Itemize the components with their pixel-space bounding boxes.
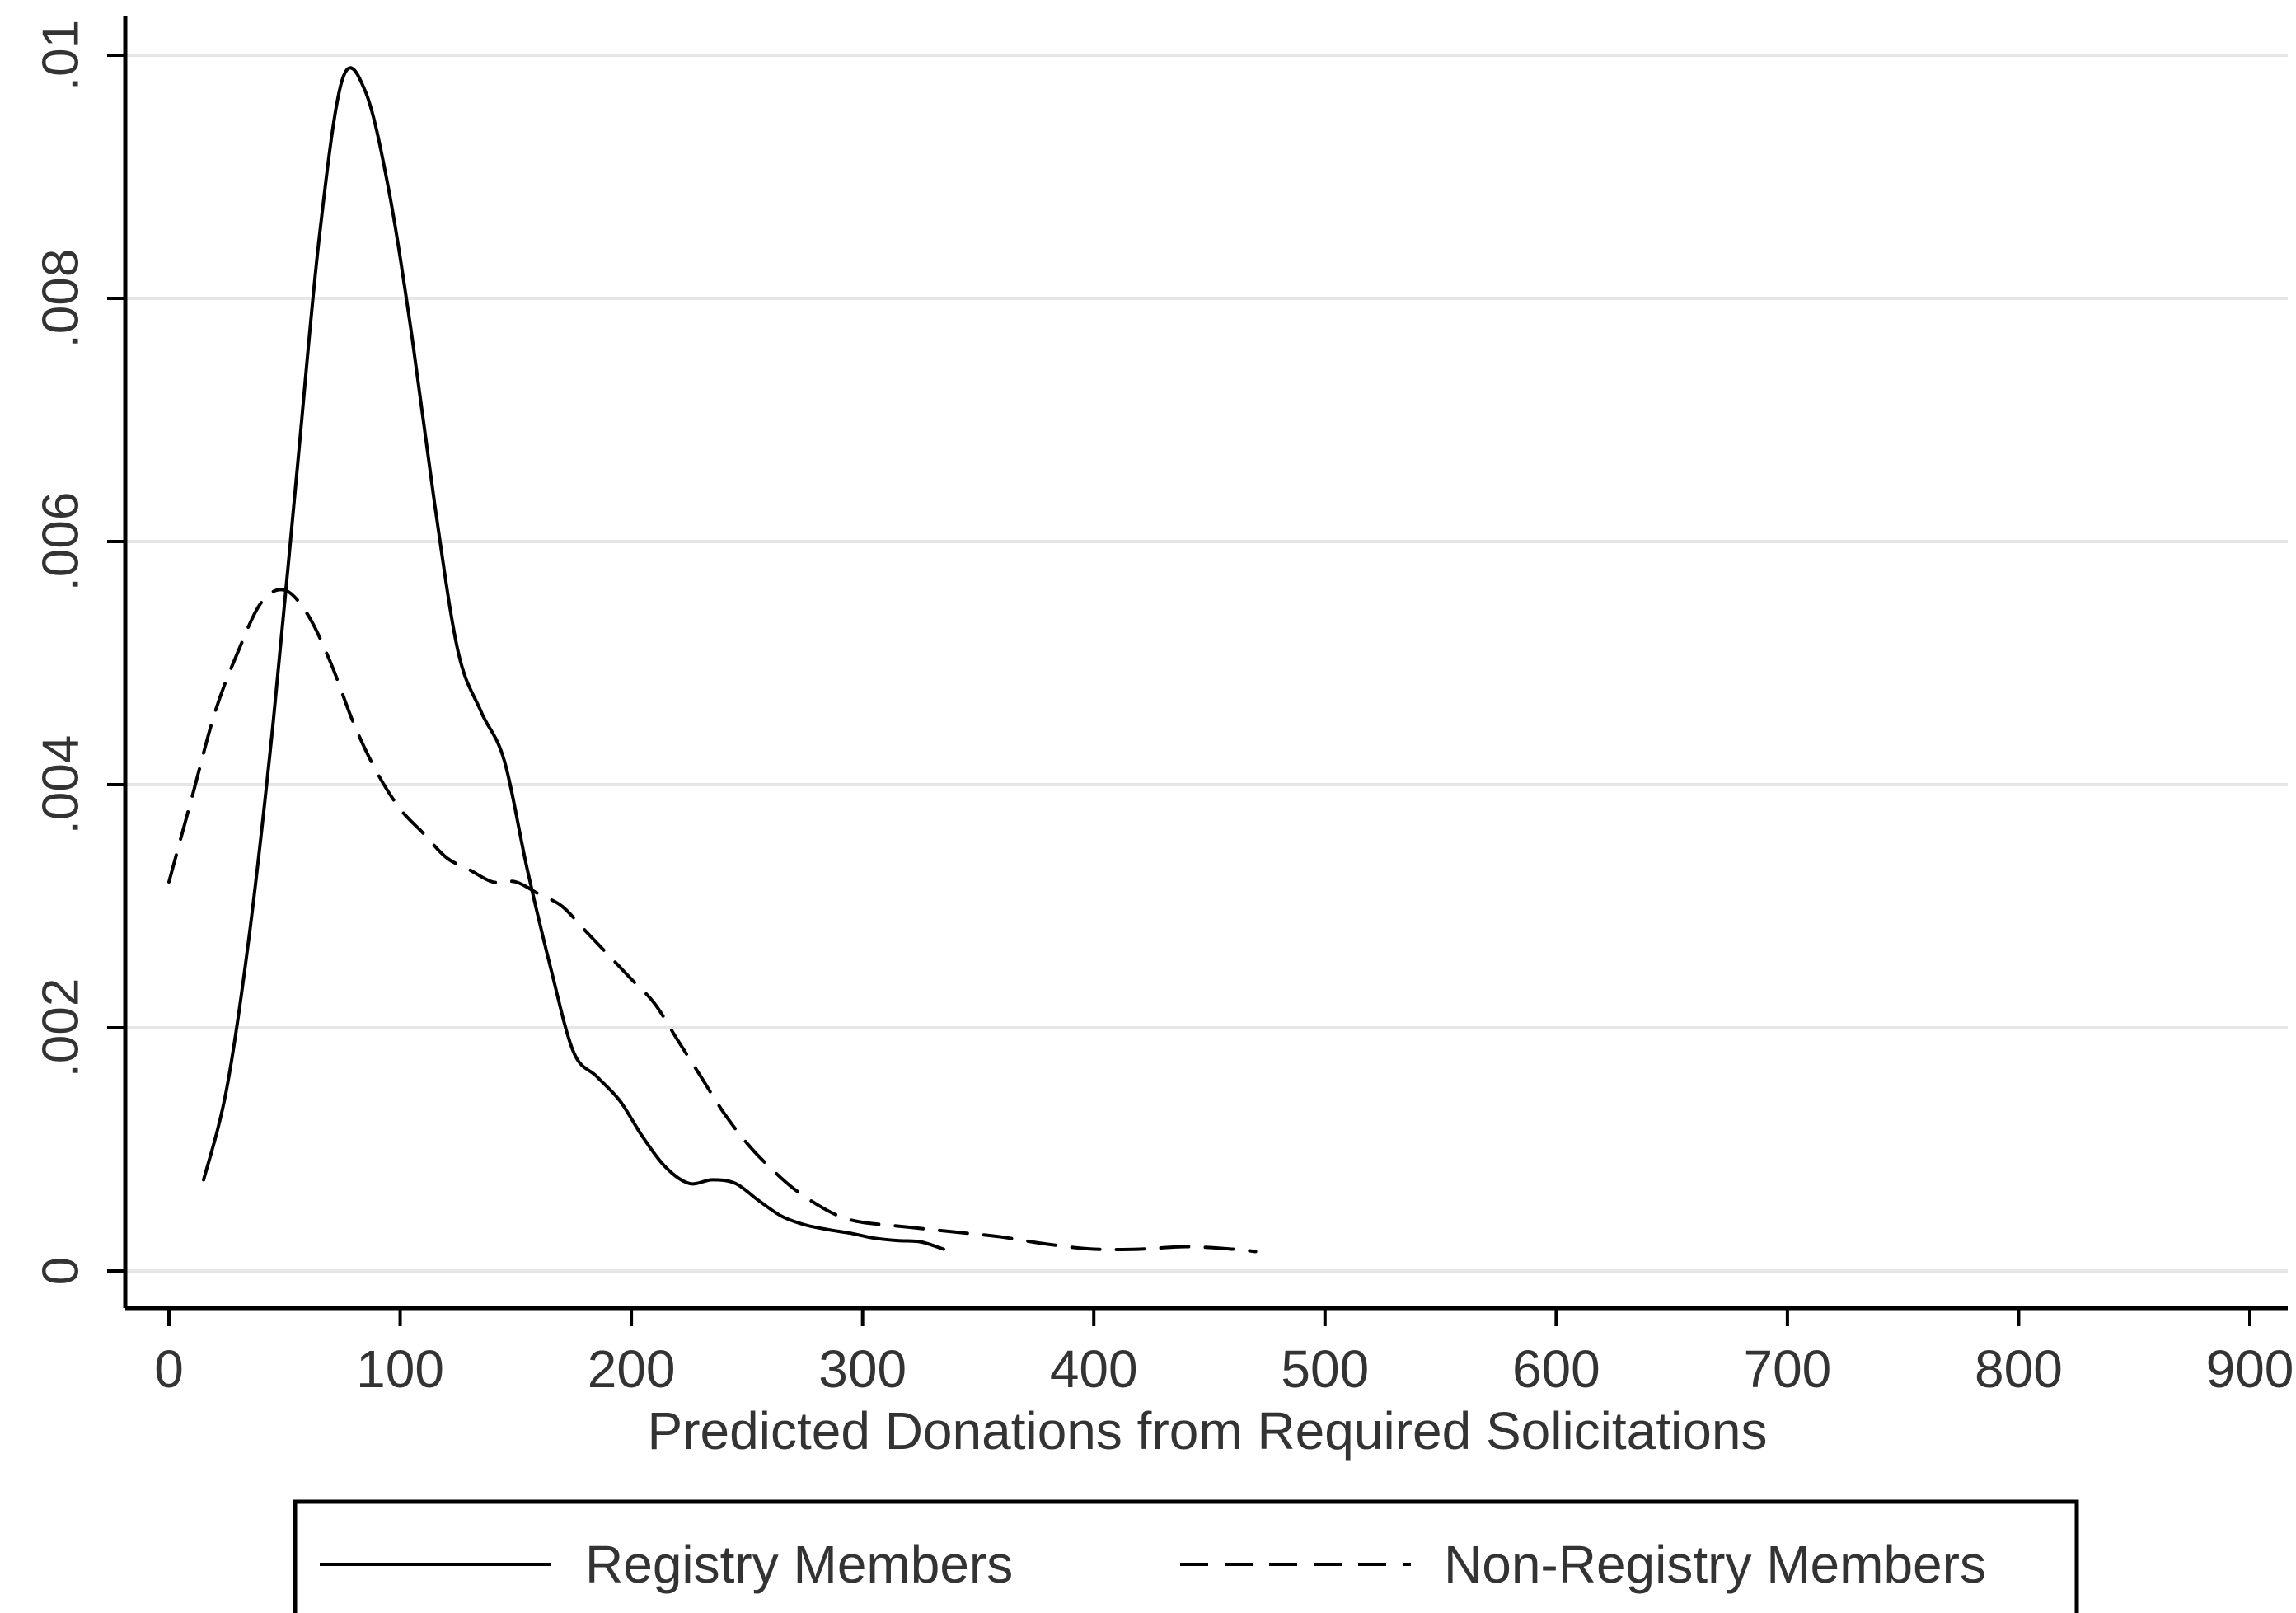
legend-box	[293, 1499, 2079, 1613]
y-tick-label: .006	[32, 492, 89, 592]
legend-label-registry-members: Registry Members	[585, 1535, 1013, 1594]
series-line-non-registry-members	[167, 588, 1258, 1254]
y-tick-label: 0	[32, 1257, 89, 1285]
x-tick-label: 0	[154, 1339, 184, 1399]
y-tick-label: .002	[32, 978, 89, 1078]
series-layer	[167, 66, 1258, 1254]
legend: Registry Members Non-Registry Members	[293, 1499, 2079, 1613]
y-tick-labels: 0 .002 .004 .006 .008 .01	[32, 20, 89, 1285]
legend-label-non-registry-members: Non-Registry Members	[1444, 1535, 1986, 1594]
x-tick-label: 300	[818, 1339, 907, 1399]
x-tick-label: 400	[1050, 1339, 1138, 1399]
x-tick-label: 700	[1743, 1339, 1831, 1399]
y-tick-label: .008	[32, 249, 89, 349]
x-tick-labels: 0 100 200 300 400 500 600 700 800 900	[154, 1339, 2294, 1399]
x-tick-label: 800	[1975, 1339, 2063, 1399]
x-tick-label: 100	[356, 1339, 444, 1399]
x-tick-label: 600	[1512, 1339, 1600, 1399]
series-line-registry-members	[202, 66, 945, 1251]
x-tick-label: 900	[2206, 1339, 2294, 1399]
gridlines	[125, 54, 2288, 1273]
axes	[107, 16, 2288, 1326]
x-tick-label: 200	[588, 1339, 676, 1399]
x-tick-label: 500	[1281, 1339, 1369, 1399]
y-tick-label: .004	[32, 735, 89, 835]
y-tick-label: .01	[32, 20, 89, 91]
x-axis-title: Predicted Donations from Required Solici…	[648, 1401, 1768, 1461]
